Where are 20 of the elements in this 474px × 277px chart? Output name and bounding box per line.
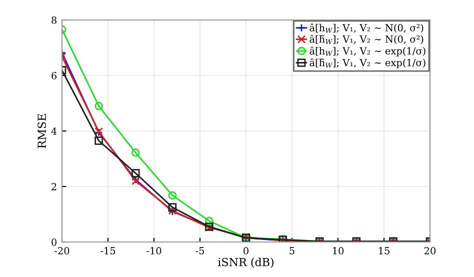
x-axis-title: iSNR (dB) [218, 258, 274, 268]
x-tick-label: 5 [290, 247, 294, 254]
legend-label: â[h$_{W}$]; V₁, V₂ ∼ exp(1/σ) [310, 46, 426, 56]
x-tick-label: -20 [54, 247, 70, 254]
x-tick-label: 20 [424, 247, 436, 254]
x-tick-label: -10 [146, 247, 162, 254]
y-tick-label: 6 [52, 72, 57, 80]
y-tick-label: 2 [52, 182, 56, 190]
x-tick-label: 10 [333, 247, 344, 254]
y-tick-label: 0 [52, 238, 56, 246]
legend-label: â[h̃$_{W}$]; V₁, V₂ ∼ exp(1/σ) [310, 58, 426, 68]
x-tick-label: 0 [244, 247, 248, 254]
x-tick-label: -5 [196, 247, 204, 254]
legend-label: â[h̃$_{W}$]; V₁, V₂ ∼ N(0, σ²) [310, 34, 424, 44]
y-tick-label: 8 [52, 16, 56, 24]
y-axis-title: RMSE [38, 114, 46, 148]
x-tick-label: 15 [379, 247, 390, 254]
x-tick-label: -15 [100, 247, 116, 254]
legend-label: â[h$_{W}$]; V₁, V₂ ∼ N(0, σ²) [310, 24, 424, 33]
y-tick-label: 4 [51, 127, 57, 135]
